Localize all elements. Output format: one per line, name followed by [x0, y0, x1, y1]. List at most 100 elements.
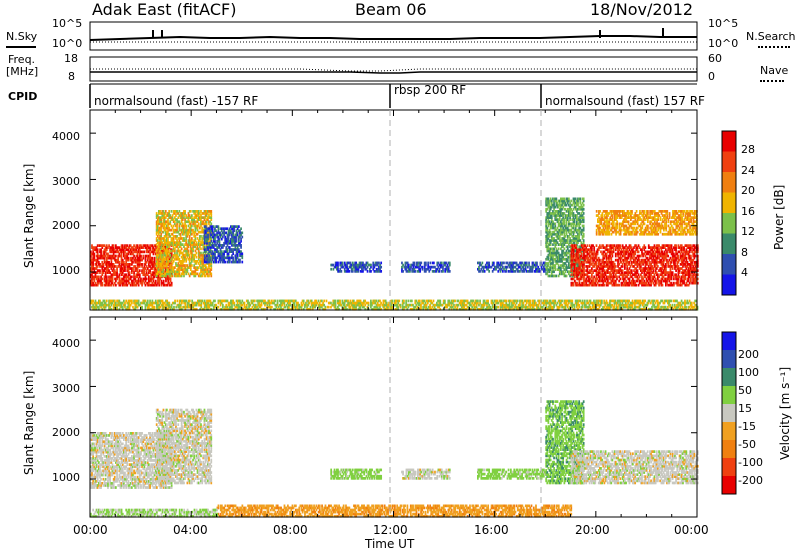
power-cell: [145, 265, 148, 268]
power-cell: [587, 271, 590, 274]
power-cell: [671, 273, 674, 277]
power-cell: [595, 260, 598, 264]
power-cell: [178, 241, 181, 244]
power-cell: [561, 243, 563, 246]
power-cell: [115, 250, 117, 254]
power-cell: [627, 277, 630, 281]
power-cell: [136, 265, 139, 268]
power-cell: [635, 260, 638, 264]
power-cell: [499, 263, 502, 267]
power-cell: [609, 273, 611, 277]
power-cell: [638, 279, 641, 283]
power-cell: [549, 257, 552, 261]
power-cell: [208, 258, 211, 262]
power-cell: [218, 231, 221, 235]
power-cell: [162, 266, 165, 269]
power-cell: [239, 244, 241, 247]
power-cell: [212, 246, 215, 249]
power-cell: [231, 233, 233, 237]
power-cell: [196, 237, 199, 240]
power-cell: [425, 261, 427, 265]
power-cell: [643, 260, 646, 264]
power-cell: [156, 269, 158, 272]
power-cell: [565, 241, 568, 244]
power-cell: [659, 267, 662, 270]
power-cell: [560, 197, 562, 201]
power-cell: [651, 250, 654, 254]
power-cell: [569, 218, 571, 221]
power-cell: [225, 246, 228, 249]
power-cell: [128, 273, 131, 277]
power-cell: [145, 277, 148, 281]
power-cell: [100, 254, 102, 258]
power-cell: [159, 277, 162, 281]
power-cell: [621, 246, 624, 249]
power-cell: [181, 272, 184, 276]
power-cell: [129, 263, 132, 266]
power-cell: [180, 220, 183, 224]
power-cell: [611, 250, 614, 254]
power-cell: [167, 230, 169, 234]
power-cell: [121, 258, 124, 262]
power-cell: [499, 261, 502, 265]
power-cell: [553, 226, 555, 230]
power-cell: [156, 266, 159, 269]
power-cell: [580, 207, 583, 211]
power-cell: [561, 230, 563, 234]
power-cell: [580, 260, 583, 264]
power-cell: [579, 254, 582, 258]
power-cell: [374, 270, 377, 273]
power-cell: [159, 212, 161, 215]
power-cell: [120, 279, 123, 283]
power-cell: [178, 264, 181, 267]
power-cell: [135, 267, 138, 270]
power-cell: [556, 212, 559, 215]
power-cell: [528, 263, 530, 267]
power-cell: [487, 263, 489, 267]
power-cell: [561, 197, 563, 201]
power-cell: [673, 252, 675, 256]
power-cell: [92, 267, 95, 270]
power-cell: [683, 263, 685, 266]
power-cell: [596, 252, 599, 256]
power-cell: [117, 258, 120, 262]
power-cell: [171, 249, 174, 253]
power-cell: [591, 246, 593, 249]
power-cell: [437, 261, 440, 265]
power-cell: [607, 271, 609, 274]
power-cell: [560, 205, 562, 209]
power-cell: [231, 237, 233, 241]
power-cell: [570, 224, 573, 228]
power-cell: [220, 246, 223, 249]
power-cell: [531, 265, 534, 269]
power-cell: [569, 239, 571, 242]
power-cell: [334, 263, 337, 267]
power-cell: [115, 283, 117, 287]
power-cell: [104, 250, 107, 254]
power-cell: [200, 216, 202, 219]
power-cell: [240, 244, 242, 247]
power-cell: [568, 197, 570, 201]
power-cell: [153, 250, 156, 254]
power-cell: [160, 266, 163, 269]
power-cell: [487, 265, 489, 269]
power-cell: [143, 277, 146, 281]
power-cell: [145, 246, 148, 249]
power-cell: [557, 220, 560, 224]
power-cell: [196, 220, 199, 224]
power-cell: [131, 256, 133, 260]
power-cell: [558, 201, 561, 205]
nsky-line: [89, 35, 697, 41]
power-cell: [581, 273, 584, 277]
power-cell: [679, 281, 682, 285]
power-cell: [586, 269, 589, 272]
power-cell: [558, 237, 561, 240]
power-cell: [556, 232, 559, 236]
power-cell: [180, 243, 183, 246]
power-cell: [107, 267, 109, 270]
power-cell: [591, 256, 593, 260]
power-cell: [564, 203, 567, 207]
power-cell: [149, 283, 151, 287]
power-cell: [412, 263, 415, 267]
power-cell: [674, 273, 676, 277]
